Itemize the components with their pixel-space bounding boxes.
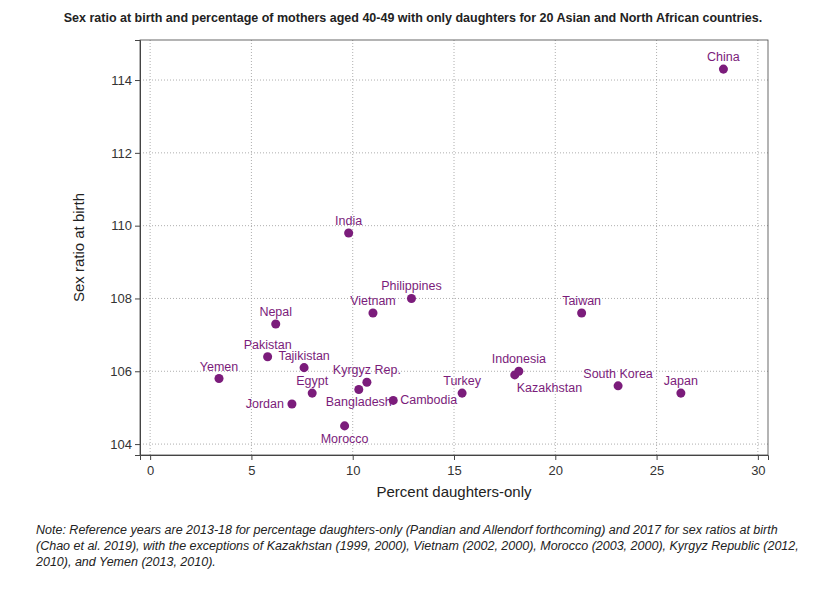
x-tick-label: 5 <box>248 463 255 478</box>
grid-line-x <box>757 40 758 455</box>
point <box>362 378 371 387</box>
point-label: Cambodia <box>400 393 457 407</box>
point <box>300 363 309 372</box>
y-axis: 104 106 108 110 112 114 <box>110 41 140 456</box>
point <box>344 228 353 237</box>
point-label: Turkey <box>443 374 481 388</box>
y-tick-mark <box>135 80 140 81</box>
x-tick-mark <box>150 455 151 460</box>
grid-line-y <box>140 444 768 445</box>
grid <box>140 40 768 455</box>
point <box>614 381 623 390</box>
point-label: Morocco <box>321 432 369 446</box>
title: Sex ratio at birth and percentage of mot… <box>64 11 763 25</box>
x-tick-mark <box>454 455 455 460</box>
y-axis-line <box>135 41 141 456</box>
y-tick: 110 <box>111 218 140 233</box>
y-tick-mark <box>135 153 140 154</box>
x-tick-mark <box>758 455 759 460</box>
point <box>514 367 523 376</box>
grid-line-y <box>140 152 768 153</box>
point-label: China <box>707 50 740 64</box>
x-tick: 30 <box>751 455 765 478</box>
y-tick: 106 <box>110 364 140 379</box>
point <box>340 421 349 430</box>
x-tick: 0 <box>147 455 154 478</box>
point-label: Kazakhstan <box>517 381 582 395</box>
point-label: Vietnam <box>350 294 396 308</box>
y-tick: 104 <box>110 437 140 452</box>
plot-frame <box>140 40 768 455</box>
x-tick-label: 10 <box>346 463 360 478</box>
y-tick-label: 114 <box>111 73 132 88</box>
point <box>458 389 467 398</box>
y-tick-mark <box>135 226 140 227</box>
point-label: Bangladesh <box>326 395 392 409</box>
x-tick: 15 <box>447 455 461 478</box>
x-tick-mark <box>657 455 658 460</box>
point-label: Indonesia <box>492 352 546 366</box>
x-tick: 25 <box>650 455 664 478</box>
y-tick: 108 <box>110 291 140 306</box>
x-tick-mark <box>555 455 556 460</box>
point <box>263 352 272 361</box>
x-axis-line <box>141 456 769 461</box>
point-labels: YemenPakistanNepalJordanTajikistanEgyptM… <box>200 50 740 446</box>
x-tick-label: 30 <box>751 463 765 478</box>
point <box>308 389 317 398</box>
y-tick-label: 104 <box>110 437 132 452</box>
y-axis-title: Sex ratio at birth <box>70 193 87 302</box>
y-tick-label: 106 <box>110 364 132 379</box>
y-tick: 114 <box>111 73 140 88</box>
points <box>214 65 727 431</box>
y-tick: 112 <box>111 146 140 161</box>
x-tick-label: 0 <box>147 463 154 478</box>
point-label: South Korea <box>583 367 653 381</box>
point-label: Egypt <box>296 374 328 388</box>
point-label: Jordan <box>246 397 284 411</box>
point-label: Nepal <box>259 305 292 319</box>
y-tick-mark <box>135 371 140 372</box>
point <box>676 389 685 398</box>
point <box>354 385 363 394</box>
grid-line-x <box>251 40 252 455</box>
grid-line-y <box>140 298 768 299</box>
y-tick-label: 112 <box>111 146 132 161</box>
point <box>271 319 280 328</box>
grid-line-x <box>352 40 353 455</box>
x-tick: 10 <box>346 455 360 478</box>
grid-line-y <box>140 225 768 226</box>
point <box>368 309 377 318</box>
x-tick-label: 20 <box>549 463 563 478</box>
grid-line-x <box>656 40 657 455</box>
point-label: Tajikistan <box>278 349 329 363</box>
x-tick: 20 <box>549 455 563 478</box>
point <box>287 400 296 409</box>
chart: Sex ratio at birth and percentage of mot… <box>0 0 826 594</box>
note: Note: Reference years are 2013-18 for pe… <box>36 522 806 570</box>
x-axis-title: Percent daughters-only <box>376 483 532 500</box>
y-tick-label: 110 <box>111 218 132 233</box>
point-label: Yemen <box>200 360 239 374</box>
x-tick-mark <box>251 455 252 460</box>
x-tick-mark <box>353 455 354 460</box>
x-axis: 0 5 10 15 20 25 30 <box>141 455 769 478</box>
x-tick-label: 25 <box>650 463 664 478</box>
point-label: India <box>335 214 362 228</box>
y-tick-label: 108 <box>110 291 132 306</box>
point <box>719 65 728 74</box>
x-tick-label: 15 <box>447 463 461 478</box>
point-label: Japan <box>664 374 698 388</box>
y-tick-mark <box>135 444 140 445</box>
grid-line-y <box>140 80 768 81</box>
point-label: Taiwan <box>562 294 601 308</box>
point-label: Philippines <box>381 279 441 293</box>
point <box>214 374 223 383</box>
y-tick-mark <box>135 298 140 299</box>
grid-line-x <box>150 40 151 455</box>
x-tick: 5 <box>248 455 255 478</box>
point <box>577 309 586 318</box>
point <box>407 294 416 303</box>
point-label: Kyrgyz Rep. <box>333 363 401 377</box>
